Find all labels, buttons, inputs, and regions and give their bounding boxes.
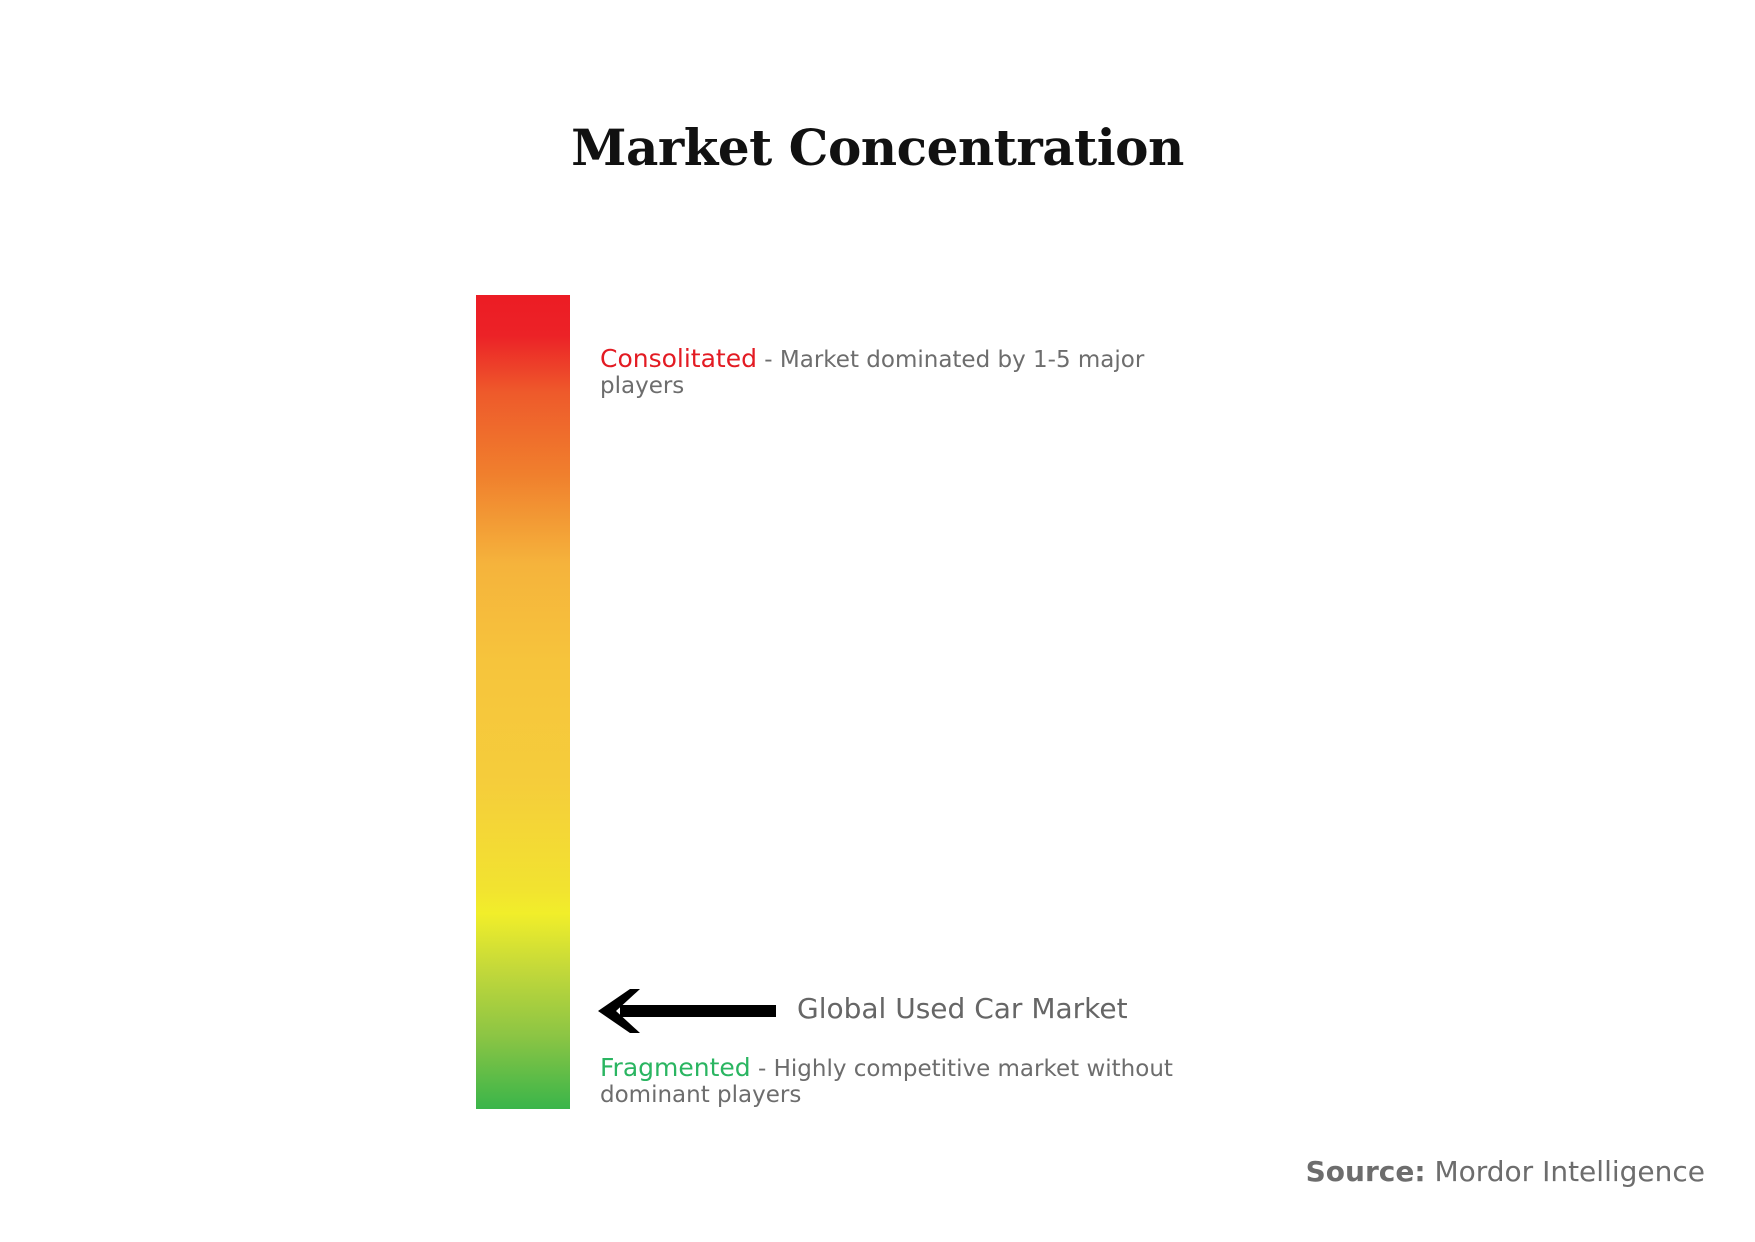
consolidated-description: Market dominated by 1-5 major players: [600, 347, 1145, 399]
consolidated-level-label: Consolitated - Market dominated by 1-5 m…: [600, 344, 1190, 400]
source-credit: Source: Mordor Intelligence: [1306, 1155, 1705, 1188]
market-position-label: Global Used Car Market: [797, 992, 1128, 1025]
consolidated-term: Consolitated: [600, 344, 757, 373]
source-value: Mordor Intelligence: [1434, 1155, 1705, 1188]
fragmented-separator: -: [750, 1056, 774, 1082]
fragmented-description: Highly competitive market without domina…: [600, 1056, 1173, 1108]
market-position-arrow-icon: [598, 989, 776, 1033]
concentration-gradient-bar: [476, 295, 570, 1109]
consolidated-separator: -: [756, 347, 780, 373]
fragmented-level-label: Fragmented - Highly competitive market w…: [600, 1053, 1190, 1109]
source-label: Source:: [1305, 1155, 1426, 1188]
fragmented-term: Fragmented: [600, 1053, 751, 1082]
chart-title: Market Concentration: [571, 118, 1184, 177]
